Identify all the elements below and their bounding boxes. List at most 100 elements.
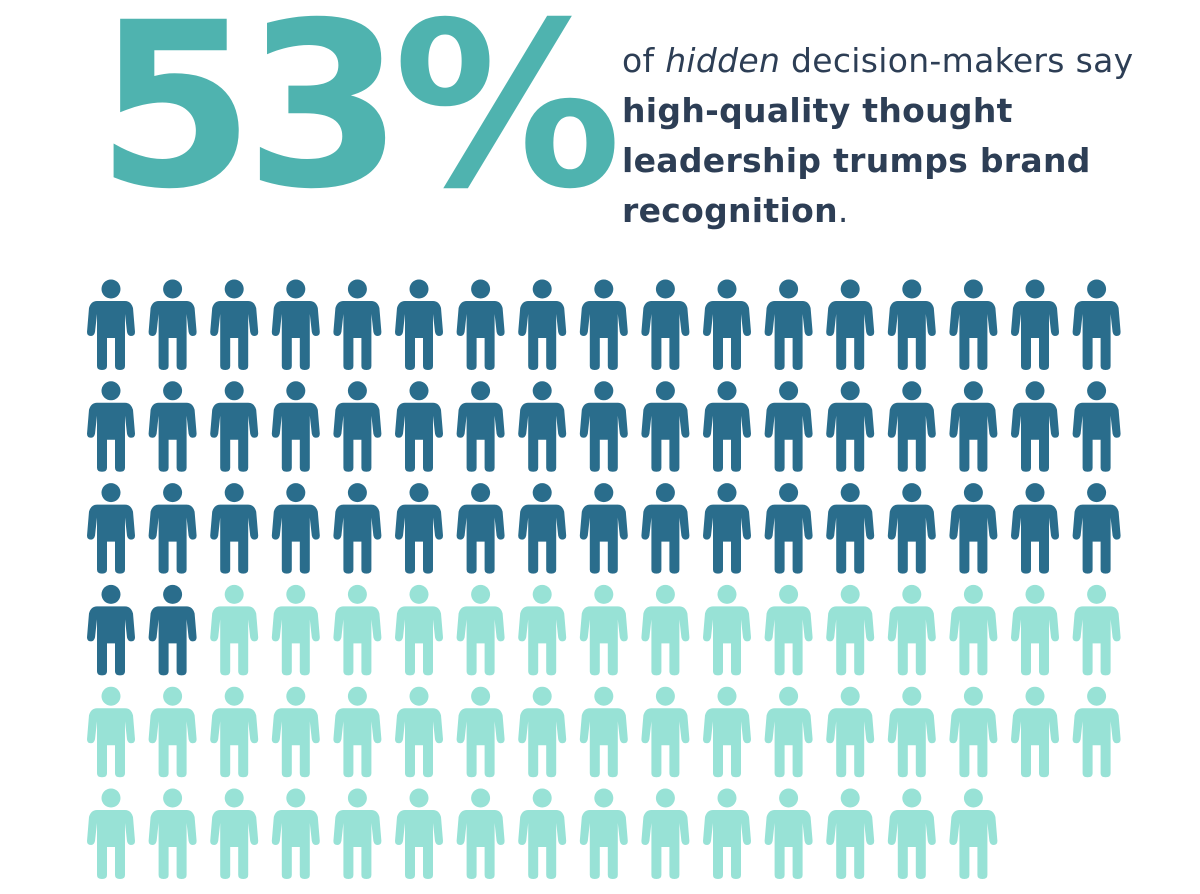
person-icon <box>887 483 936 574</box>
person-head <box>286 279 306 299</box>
person-head <box>163 686 183 706</box>
person-body <box>395 810 443 879</box>
person-head <box>779 788 799 808</box>
person-head <box>902 483 922 503</box>
person-icon <box>333 584 382 676</box>
person-icon <box>579 279 628 370</box>
person-body <box>333 708 382 778</box>
person-body <box>333 606 382 676</box>
person-body <box>333 810 382 879</box>
person-head <box>1025 584 1045 604</box>
person-head <box>902 584 922 604</box>
person-icon <box>210 483 259 574</box>
person-icon <box>456 686 505 778</box>
person-head <box>347 686 367 706</box>
person-head <box>471 788 491 808</box>
person-head <box>1087 381 1107 401</box>
person-head <box>1025 279 1045 299</box>
person-icon <box>271 483 320 574</box>
person-icon <box>148 686 197 778</box>
person-body <box>210 504 259 574</box>
person-icon <box>333 483 382 574</box>
person-body <box>1072 301 1121 370</box>
person-icon <box>949 483 998 574</box>
person-head <box>101 279 121 299</box>
person-body <box>887 301 936 370</box>
person-icon <box>210 584 259 676</box>
person-body <box>826 708 875 778</box>
person-icon <box>271 584 320 676</box>
person-body <box>1011 504 1059 574</box>
person-icon <box>641 381 690 472</box>
person-body <box>395 606 443 676</box>
person-body <box>148 301 197 370</box>
person-body <box>518 301 567 370</box>
person-head <box>409 788 429 808</box>
person-icon <box>87 381 135 472</box>
person-body <box>579 708 628 778</box>
person-head <box>532 686 552 706</box>
person-body <box>456 301 505 370</box>
person-icon <box>826 381 875 472</box>
person-body <box>826 402 875 472</box>
subtitle-text: of <box>622 41 666 80</box>
person-body <box>456 810 505 879</box>
person-icon <box>456 279 505 370</box>
person-icon <box>395 483 443 574</box>
person-icon <box>1072 686 1121 778</box>
person-head <box>101 584 121 604</box>
person-icon <box>395 279 443 370</box>
person-head <box>101 483 121 503</box>
person-body <box>518 504 567 574</box>
person-icon <box>148 788 197 879</box>
person-body <box>333 301 382 370</box>
person-icon <box>641 279 690 370</box>
person-icon <box>210 686 259 778</box>
person-body <box>518 810 567 879</box>
person-icon <box>764 686 813 778</box>
person-icon <box>518 483 567 574</box>
person-body <box>949 402 998 472</box>
person-body <box>271 504 320 574</box>
person-body <box>456 708 505 778</box>
subtitle-text: . <box>837 191 849 230</box>
person-icon <box>1011 584 1059 676</box>
person-body <box>703 708 751 778</box>
person-body <box>641 708 690 778</box>
person-head <box>1087 279 1107 299</box>
person-head <box>224 686 244 706</box>
person-head <box>163 788 183 808</box>
person-head <box>224 483 244 503</box>
person-body <box>333 402 382 472</box>
person-head <box>779 279 799 299</box>
person-body <box>1072 402 1121 472</box>
person-icon <box>271 686 320 778</box>
person-body <box>87 810 135 879</box>
person-head <box>779 584 799 604</box>
person-icon <box>1072 381 1121 472</box>
person-head <box>717 279 737 299</box>
person-icon <box>579 483 628 574</box>
person-body <box>579 504 628 574</box>
person-icon <box>703 788 751 879</box>
person-icon <box>395 381 443 472</box>
person-body <box>210 606 259 676</box>
person-head <box>163 279 183 299</box>
person-body <box>148 606 197 676</box>
person-head <box>963 584 983 604</box>
person-icon <box>949 279 998 370</box>
person-icon <box>148 483 197 574</box>
person-head <box>717 381 737 401</box>
person-head <box>655 483 675 503</box>
person-icon <box>949 788 998 879</box>
person-icon <box>579 686 628 778</box>
person-body <box>826 810 875 879</box>
person-head <box>471 381 491 401</box>
person-icon <box>1011 483 1059 574</box>
person-head <box>717 483 737 503</box>
person-icon <box>826 483 875 574</box>
person-body <box>949 301 998 370</box>
person-head <box>286 584 306 604</box>
person-head <box>594 381 614 401</box>
